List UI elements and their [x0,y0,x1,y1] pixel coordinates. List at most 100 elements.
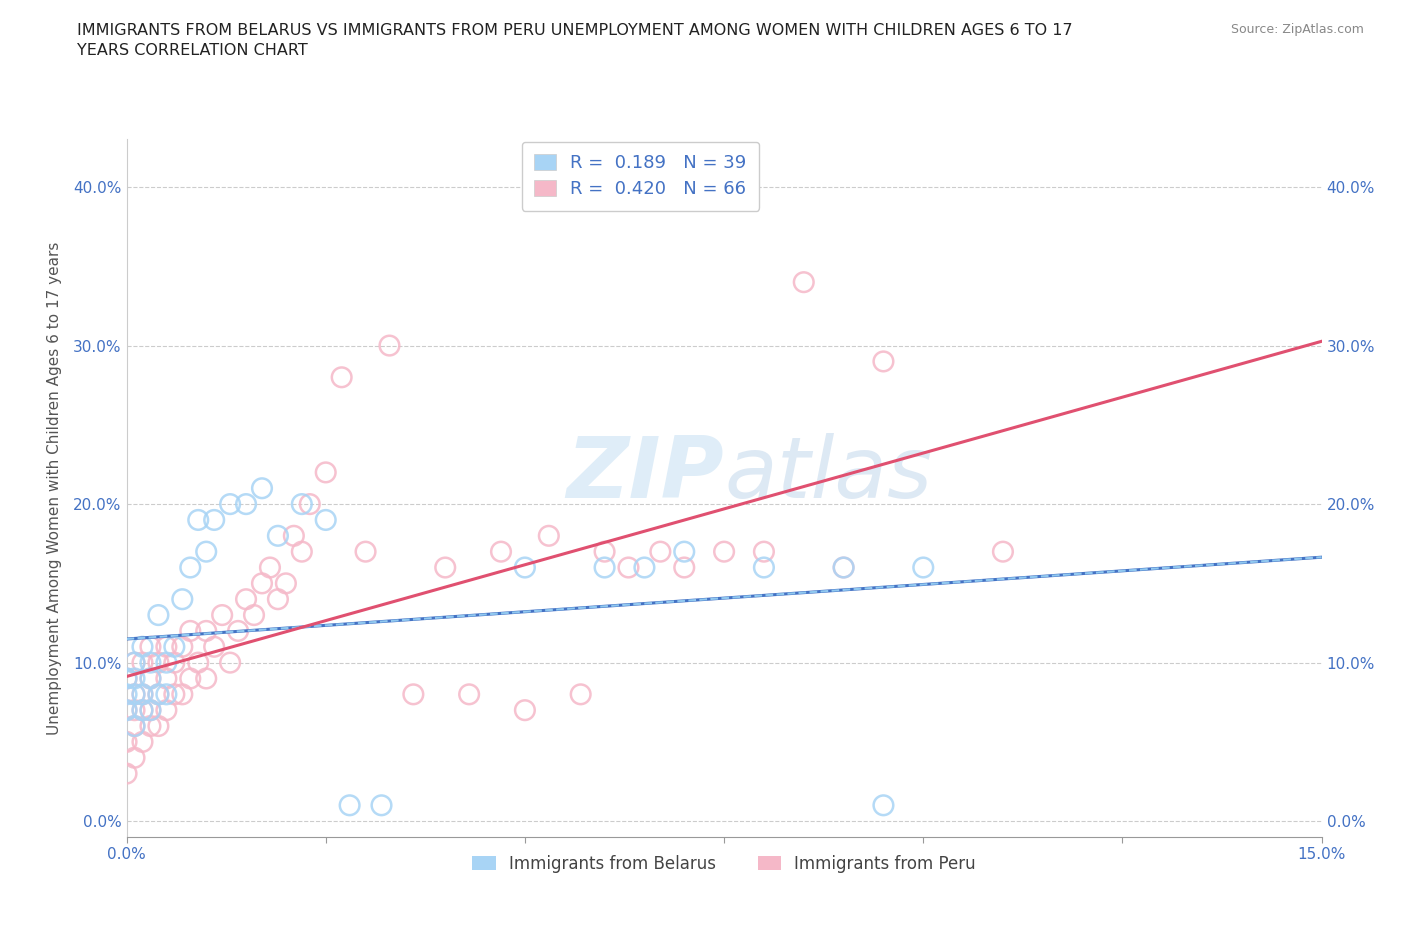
Point [131,735,153,750]
Point [593,544,616,559]
Point [673,560,696,575]
Point [593,560,616,575]
Point [124,703,146,718]
Point [131,687,153,702]
Text: ZIP: ZIP [567,432,724,516]
Point [115,687,138,702]
Point [513,703,536,718]
Y-axis label: Unemployment Among Women with Children Ages 6 to 17 years: Unemployment Among Women with Children A… [46,242,62,735]
Point [115,703,138,718]
Point [211,607,233,622]
Point [172,591,194,606]
Point [124,719,146,734]
Point [537,528,560,543]
Point [434,560,457,575]
Point [274,576,297,591]
Point [124,655,146,670]
Point [315,512,337,527]
Point [115,735,138,750]
Point [124,671,146,686]
Point [139,639,162,654]
Point [155,639,177,654]
Point [163,655,186,670]
Point [330,370,353,385]
Text: atlas: atlas [724,432,932,516]
Point [155,655,177,670]
Point [291,544,314,559]
Point [131,655,153,670]
Point [489,544,512,559]
Point [219,497,242,512]
Point [115,671,138,686]
Point [569,687,592,702]
Point [139,703,162,718]
Point [163,687,186,702]
Point [267,591,290,606]
Point [179,671,201,686]
Text: Source: ZipAtlas.com: Source: ZipAtlas.com [1230,23,1364,36]
Point [617,560,640,575]
Point [148,687,170,702]
Point [250,481,273,496]
Point [139,703,162,718]
Point [793,274,815,289]
Point [991,544,1014,559]
Point [315,465,337,480]
Point [259,560,281,575]
Point [219,655,242,670]
Point [179,623,201,638]
Point [131,703,153,718]
Point [235,497,257,512]
Point [283,528,305,543]
Point [291,497,314,512]
Point [370,798,392,813]
Point [131,639,153,654]
Point [124,687,146,702]
Point [115,703,138,718]
Point [179,560,201,575]
Point [124,687,146,702]
Point [458,687,481,702]
Point [124,751,146,765]
Point [633,560,655,575]
Point [139,671,162,686]
Point [124,719,146,734]
Point [172,687,194,702]
Point [202,639,225,654]
Point [115,671,138,686]
Point [713,544,735,559]
Point [650,544,672,559]
Point [378,339,401,353]
Point [124,655,146,670]
Point [187,655,209,670]
Point [402,687,425,702]
Point [115,766,138,781]
Point [148,687,170,702]
Point [148,655,170,670]
Point [354,544,377,559]
Legend: Immigrants from Belarus, Immigrants from Peru: Immigrants from Belarus, Immigrants from… [464,846,984,881]
Point [243,607,266,622]
Point [267,528,290,543]
Point [139,719,162,734]
Point [202,512,225,527]
Point [513,560,536,575]
Point [155,687,177,702]
Point [832,560,855,575]
Point [148,607,170,622]
Point [235,591,257,606]
Point [339,798,361,813]
Point [195,544,218,559]
Point [163,639,186,654]
Point [195,671,218,686]
Point [148,719,170,734]
Point [298,497,321,512]
Point [155,671,177,686]
Point [250,576,273,591]
Point [131,703,153,718]
Point [872,354,894,369]
Point [872,798,894,813]
Point [752,560,775,575]
Point [912,560,935,575]
Point [131,687,153,702]
